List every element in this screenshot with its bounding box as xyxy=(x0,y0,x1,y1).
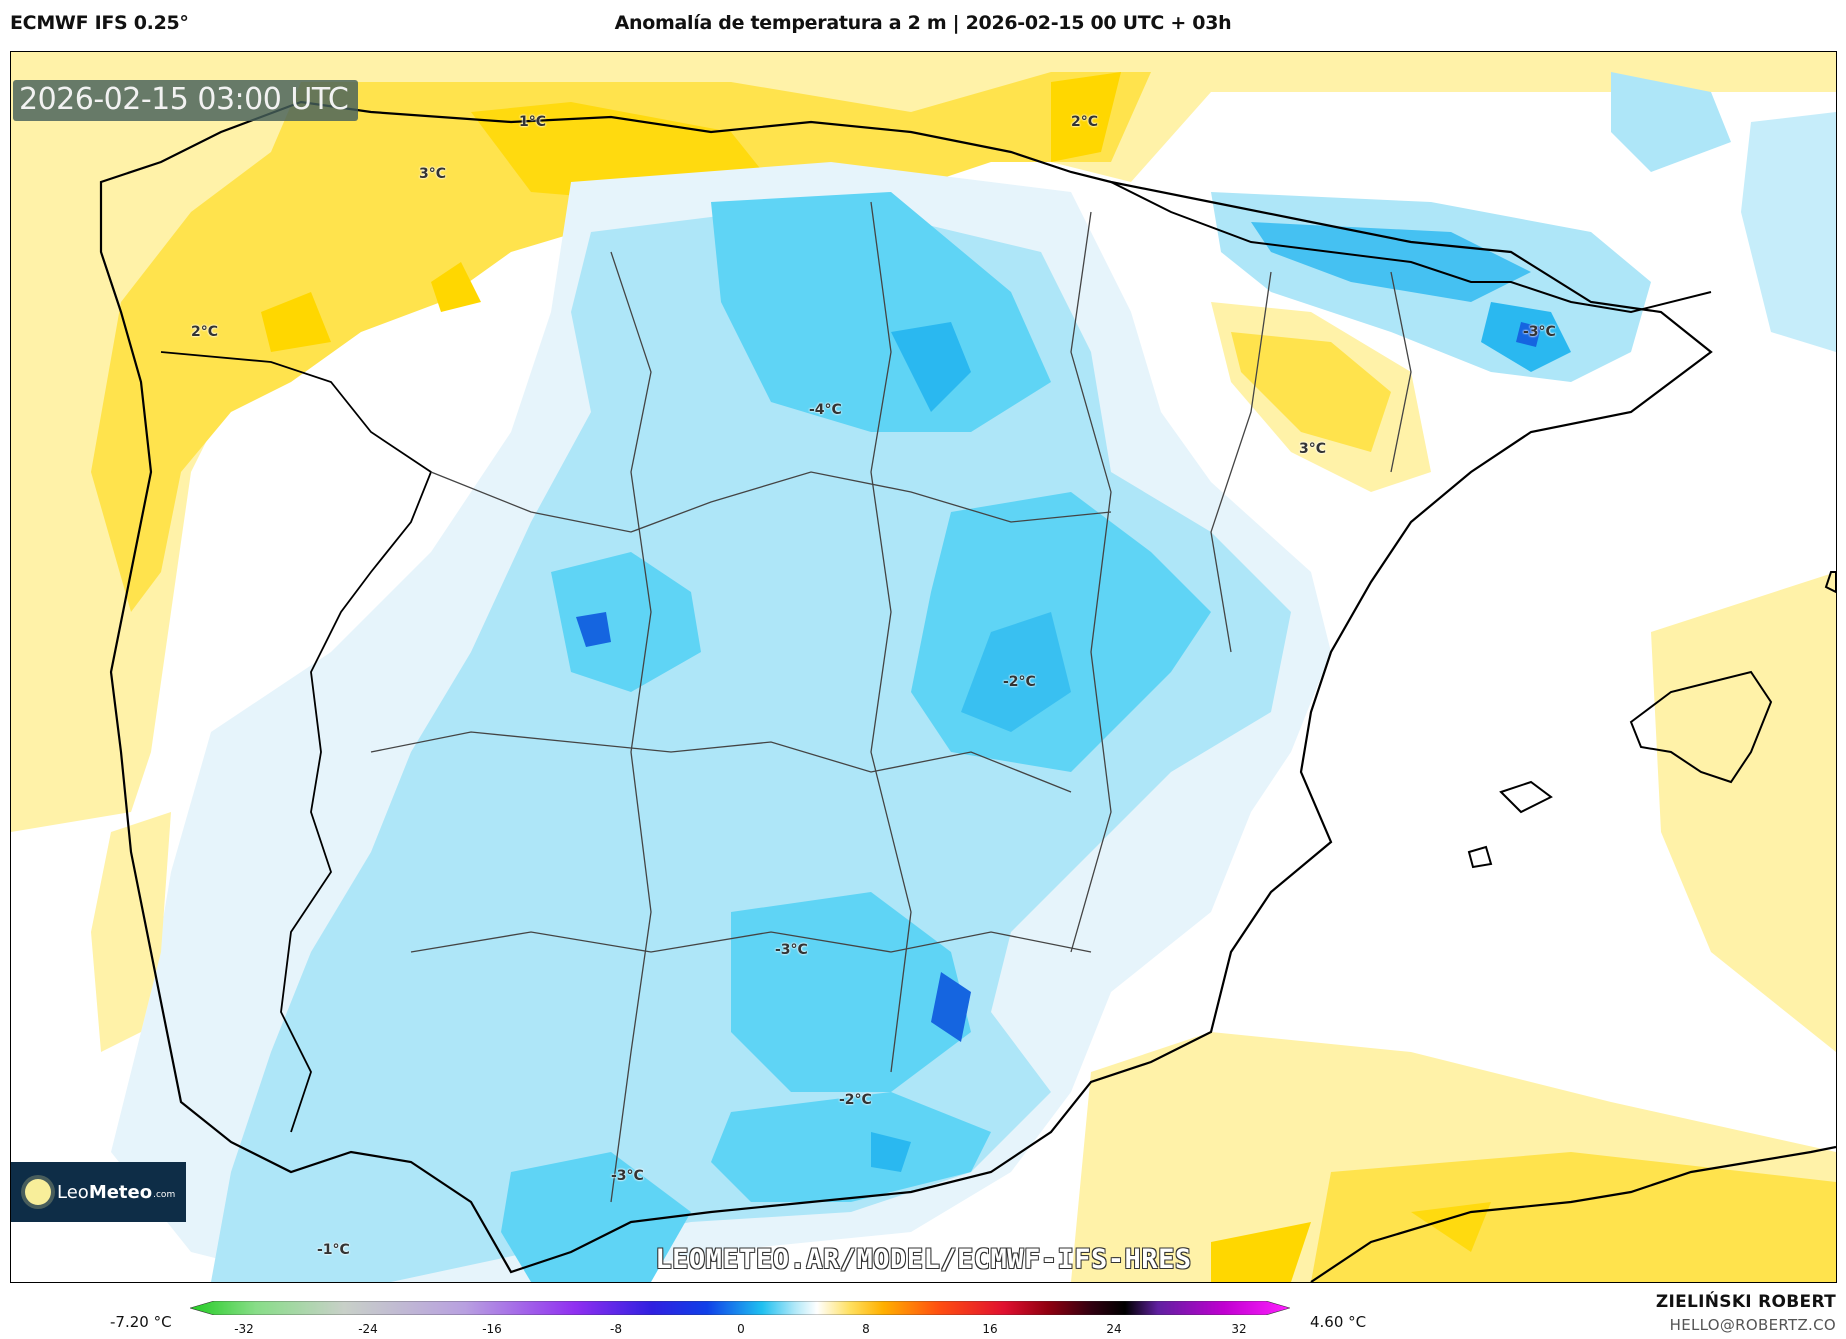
sun-icon xyxy=(25,1179,51,1205)
isoline-label: -4°C xyxy=(809,402,842,418)
colorbar xyxy=(190,1301,1290,1315)
isoline-label: -3°C xyxy=(611,1168,644,1184)
logo-text-bold: Meteo xyxy=(88,1181,153,1203)
temperature-anomaly-map xyxy=(11,52,1836,1282)
model-name: ECMWF IFS 0.25° xyxy=(10,12,189,34)
isoline-label: 2°C xyxy=(191,324,219,340)
isoline-label: -2°C xyxy=(1003,674,1036,690)
isoline-label: -3°C xyxy=(1523,324,1556,340)
isoline-label: 3°C xyxy=(419,166,447,182)
isoline-label: 1°C xyxy=(519,114,547,130)
logo-suffix: .com xyxy=(153,1190,176,1200)
valid-time-badge: 2026-02-15 03:00 UTC xyxy=(13,80,359,121)
colorbar-tick: 32 xyxy=(1231,1322,1247,1336)
source-url-watermark: LEOMETEO.AR/MODEL/ECMWF-IFS-HRES xyxy=(655,1244,1192,1275)
colorbar-tick: 16 xyxy=(982,1322,998,1336)
leometeo-logo[interactable]: Leo Meteo .com xyxy=(11,1162,186,1222)
isoline-label: 3°C xyxy=(1299,441,1327,457)
isoline-label: 2°C xyxy=(1071,114,1099,130)
colorbar-max-label: 4.60 °C xyxy=(1310,1313,1367,1331)
colorbar-tick: -8 xyxy=(610,1322,622,1336)
colorbar-tick: -24 xyxy=(358,1322,378,1336)
author-name: ZIELIŃSKI ROBERT xyxy=(1655,1292,1836,1312)
isoline-label: -3°C xyxy=(775,942,808,958)
colorbar-tick: 8 xyxy=(862,1322,870,1336)
colorbar-tick: -16 xyxy=(482,1322,502,1336)
map-area: 2026-02-15 03:00 UTC 1°C 2°C 3°C 2°C -4°… xyxy=(10,51,1837,1283)
map-title: Anomalía de temperatura a 2 m | 2026-02-… xyxy=(614,12,1232,34)
colorbar-tick: -32 xyxy=(234,1322,254,1336)
colorbar-tick: 0 xyxy=(737,1322,745,1336)
logo-text-light: Leo xyxy=(57,1181,89,1203)
isoline-label: -2°C xyxy=(839,1092,872,1108)
colorbar-min-label: -7.20 °C xyxy=(110,1313,172,1331)
author-email[interactable]: HELLO@ROBERTZ.CO xyxy=(1669,1316,1836,1334)
colorbar-tick: 24 xyxy=(1106,1322,1122,1336)
isoline-label: -1°C xyxy=(317,1242,350,1258)
